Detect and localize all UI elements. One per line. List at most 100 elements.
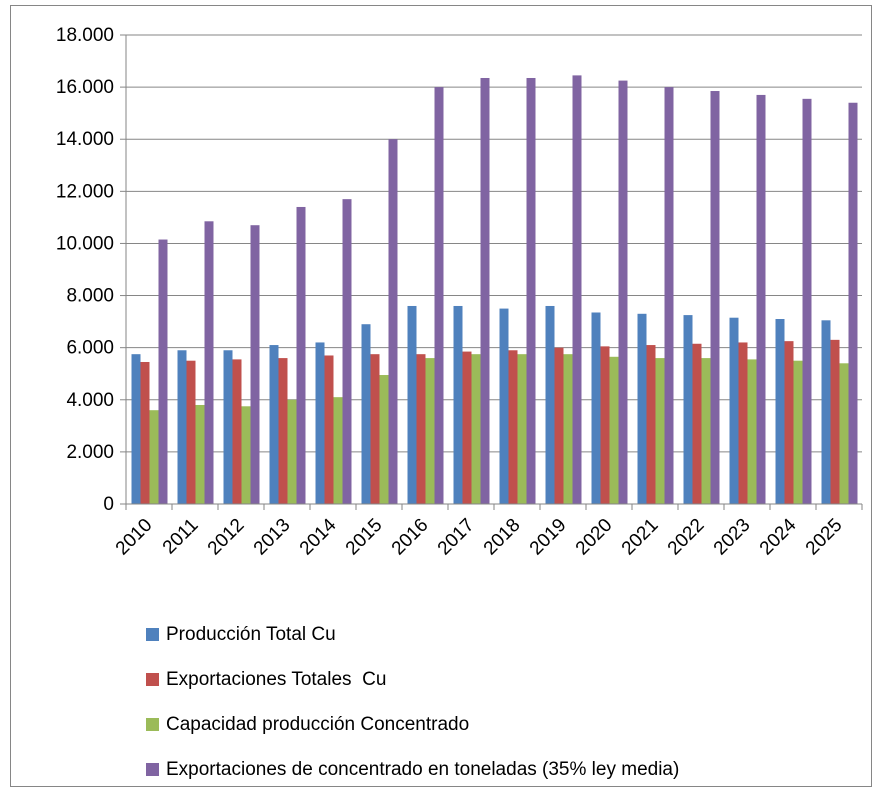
bar (508, 350, 518, 504)
bar (517, 354, 527, 504)
bar (729, 317, 739, 504)
x-tick-label: 2018 (480, 515, 525, 560)
bar (692, 343, 702, 504)
y-tick-label: 8.000 (66, 286, 114, 307)
bar (388, 139, 398, 504)
bar (756, 94, 766, 504)
bar (747, 359, 757, 504)
x-tick-label: 2023 (710, 515, 755, 560)
y-tick-label: 0 (103, 494, 114, 515)
bar (471, 354, 481, 504)
bar (342, 199, 352, 504)
bar (250, 225, 260, 504)
legend-label: Capacidad producción Concentrado (166, 713, 470, 735)
x-tick-label: 2011 (159, 515, 203, 559)
bar (839, 363, 849, 504)
bar (195, 404, 205, 504)
bar (278, 358, 288, 504)
bar (821, 320, 831, 504)
bar (572, 75, 582, 504)
y-tick-label: 2.000 (66, 442, 114, 463)
bar (600, 346, 610, 504)
bars (131, 75, 858, 505)
bar (784, 341, 794, 504)
bar (802, 98, 812, 504)
bar (480, 77, 490, 504)
x-tick-label: 2022 (664, 515, 709, 560)
legend-item-capacidad: Capacidad producción Concentrado (146, 702, 679, 747)
x-tick-label: 2016 (388, 515, 433, 560)
bar (204, 221, 214, 504)
bar (232, 359, 242, 504)
bar (361, 324, 371, 504)
bar (646, 345, 656, 504)
bar (775, 319, 785, 504)
bar (370, 354, 380, 504)
bar (655, 358, 665, 504)
bar (738, 342, 748, 504)
bar (223, 350, 233, 504)
bar (186, 360, 196, 504)
bar (416, 354, 426, 504)
bar (434, 87, 444, 504)
x-tick-label: 2015 (342, 515, 387, 560)
x-tick-label: 2020 (572, 515, 617, 560)
legend-item-produccion: Producción Total Cu (146, 612, 679, 657)
bar (710, 91, 720, 505)
legend-swatch (146, 628, 159, 641)
bar (407, 305, 417, 504)
bar (269, 345, 279, 504)
bar (140, 361, 150, 504)
bar (131, 354, 141, 504)
bar (499, 308, 509, 504)
bar (683, 315, 693, 504)
legend-swatch (146, 718, 159, 731)
bar (425, 358, 435, 504)
bar (241, 406, 251, 504)
bar (848, 102, 858, 504)
bar (315, 342, 325, 504)
bar (158, 239, 168, 504)
y-tick-label: 6.000 (66, 338, 114, 359)
axes (125, 35, 863, 510)
y-tick-label: 16.000 (56, 77, 114, 98)
legend-item-concentrado: Exportaciones de concentrado en tonelada… (146, 747, 679, 792)
x-tick-label: 2021 (618, 515, 663, 560)
bar (324, 355, 334, 504)
legend-label: Exportaciones de concentrado en tonelada… (166, 758, 680, 780)
y-tick-label: 18.000 (56, 25, 114, 46)
y-tick-label: 10.000 (56, 233, 114, 254)
x-tick-label: 2019 (526, 515, 571, 560)
bar (526, 77, 536, 504)
bar (664, 87, 674, 504)
bar (609, 356, 619, 504)
x-tick-label: 2010 (112, 515, 157, 560)
bar (618, 80, 628, 504)
bar (177, 350, 187, 504)
legend-label: Exportaciones Totales Cu (166, 668, 387, 690)
x-tick-label: 2024 (756, 514, 801, 559)
bar (830, 339, 840, 504)
x-tick-label: 2025 (802, 515, 847, 560)
bar (545, 305, 555, 504)
legend: Producción Total Cu Exportaciones Totale… (146, 612, 679, 792)
legend-label: Producción Total Cu (166, 623, 336, 645)
legend-swatch (146, 763, 159, 776)
bar (149, 410, 159, 504)
x-tick-label: 2014 (296, 514, 341, 559)
y-tick-label: 14.000 (56, 129, 114, 150)
bar (701, 358, 711, 504)
bar (296, 206, 306, 504)
bar (333, 397, 343, 504)
bar (554, 347, 564, 504)
legend-swatch (146, 673, 159, 686)
legend-item-exportaciones: Exportaciones Totales Cu (146, 657, 679, 702)
x-tick-labels: 2010 2011 2012 2013 2014 2015 2016 2017 2018 2019… (112, 514, 847, 559)
y-tick-label: 4.000 (66, 390, 114, 411)
y-tick-labels: 0 2.000 4.000 6.000 8.000 10.000 12.000 14.000 1… (56, 25, 114, 515)
bar (793, 360, 803, 504)
bar (591, 312, 601, 504)
bar (287, 399, 297, 504)
bar (453, 305, 463, 504)
